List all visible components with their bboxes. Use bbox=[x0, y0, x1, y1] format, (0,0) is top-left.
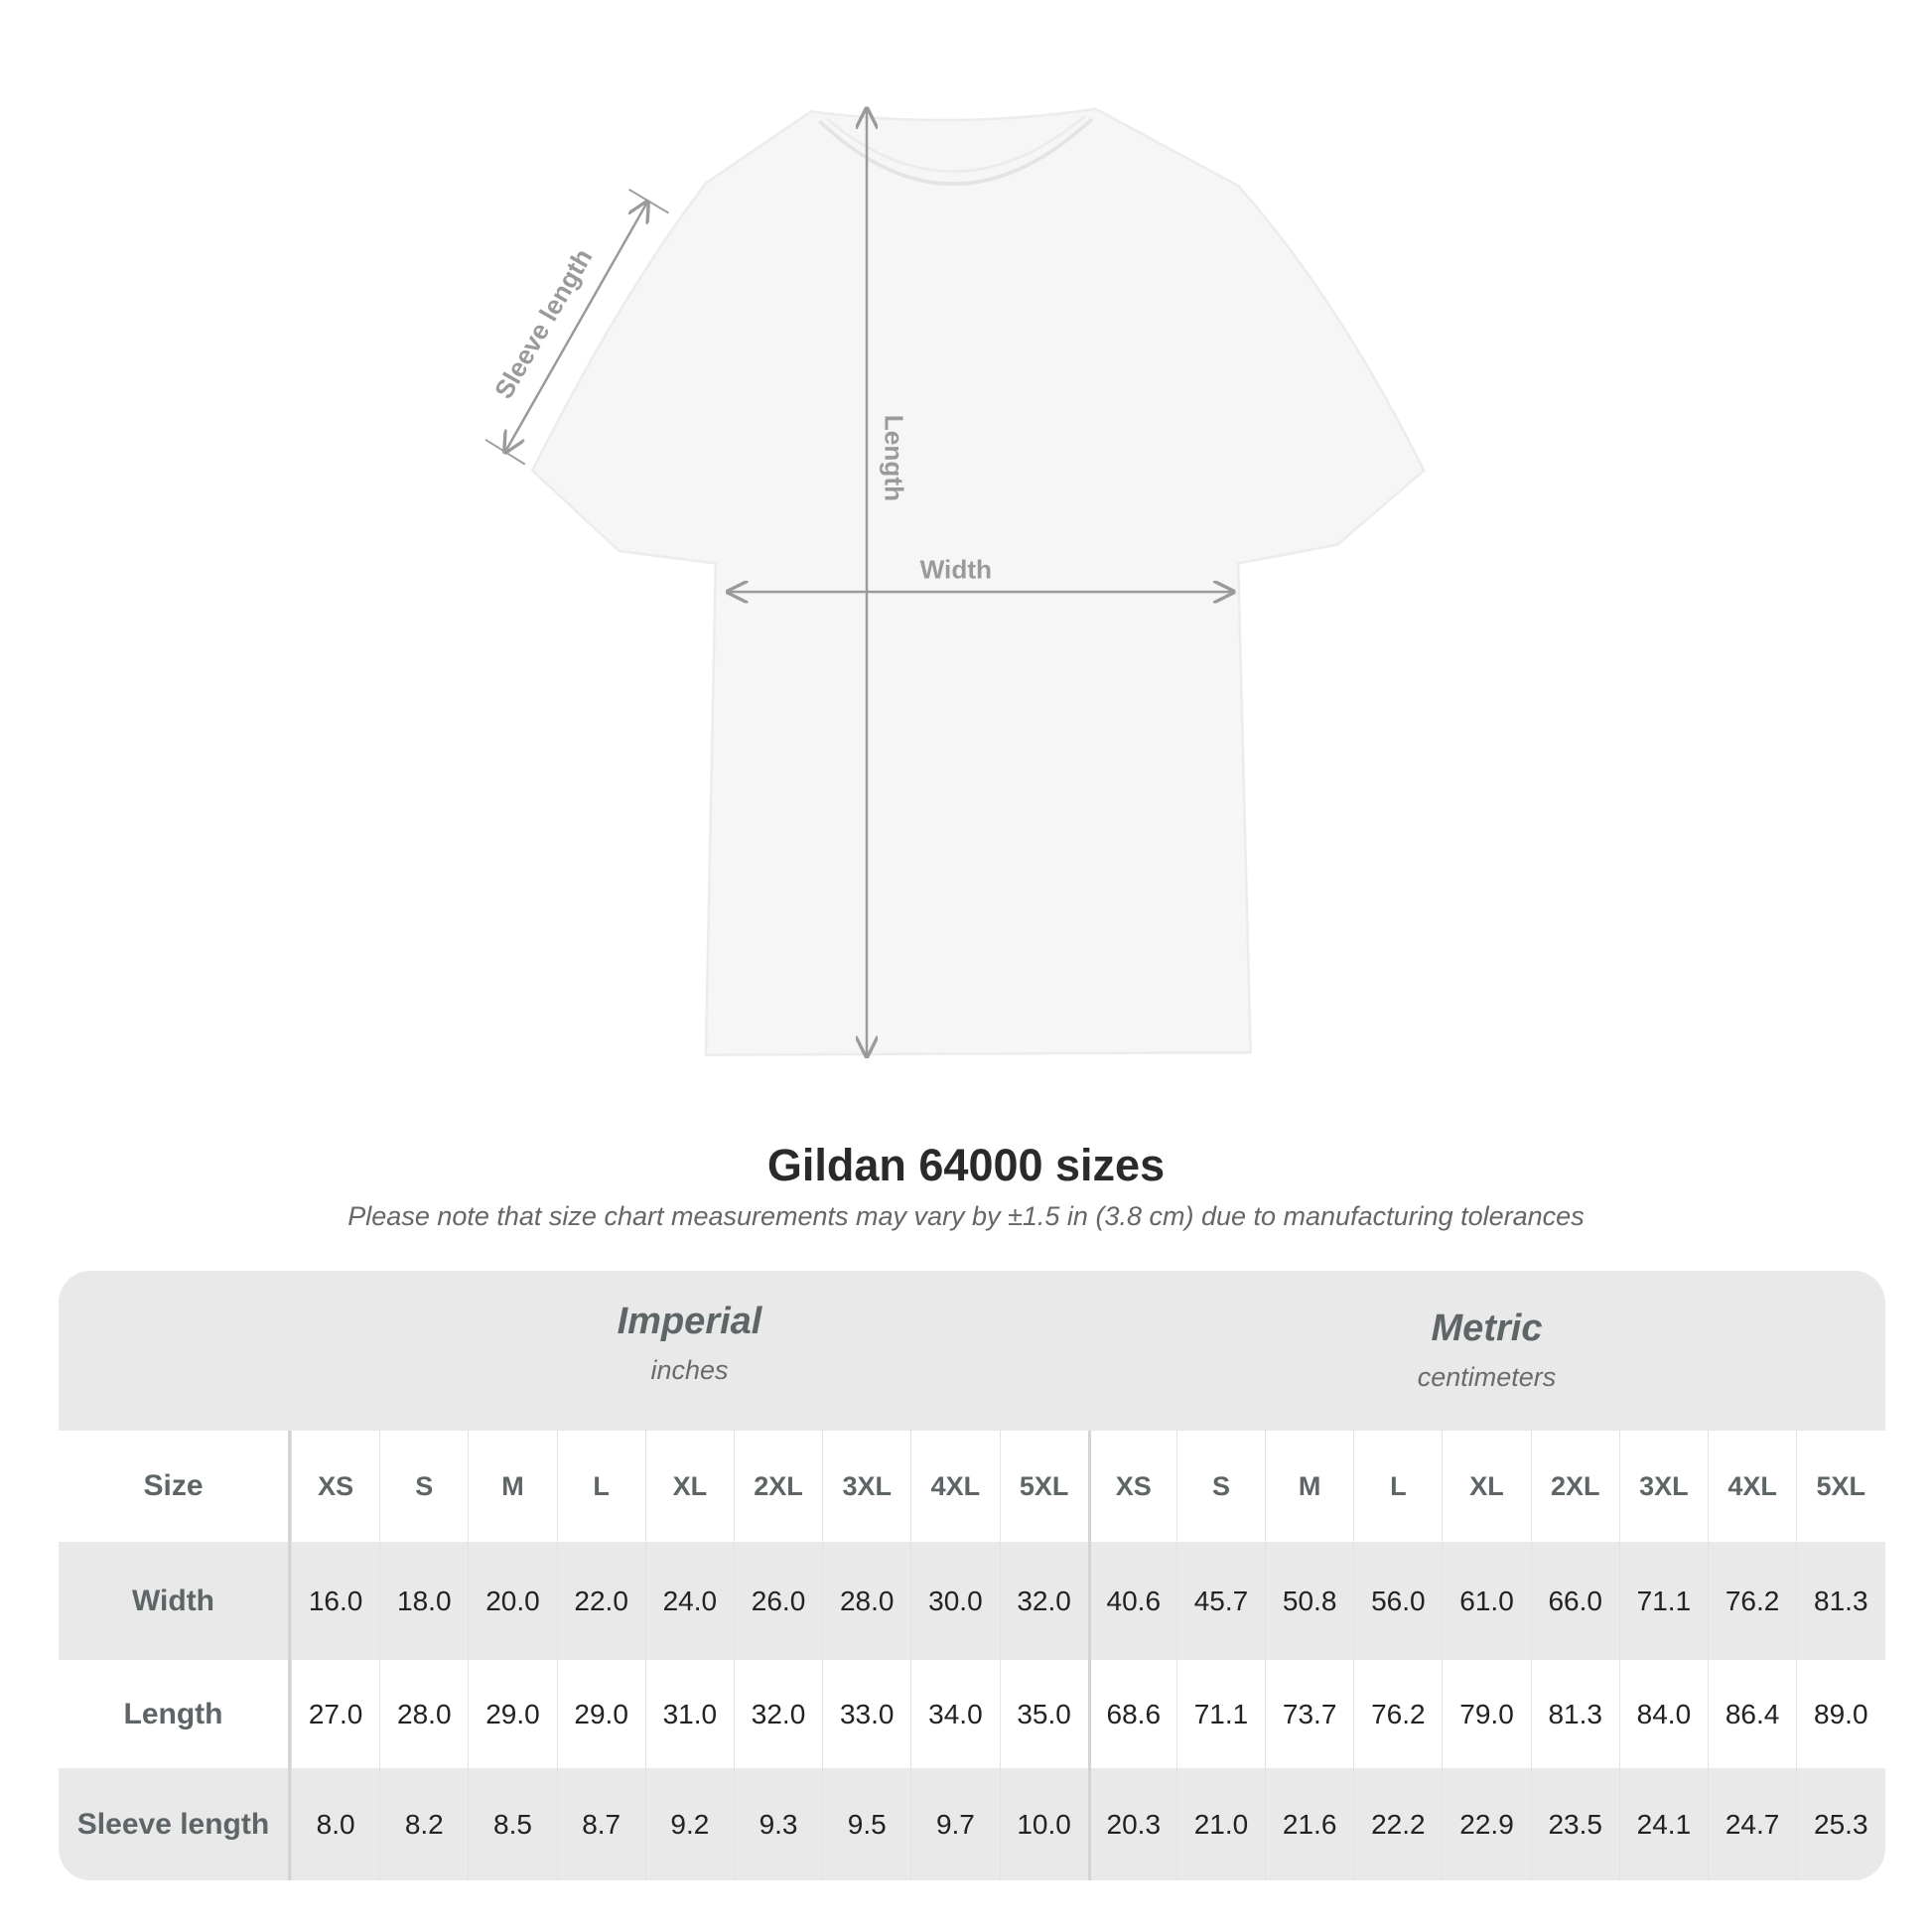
metric-size-5XL: 5XL bbox=[1796, 1431, 1884, 1542]
metric-size-2XL: 2XL bbox=[1530, 1431, 1619, 1542]
imperial-value: 9.2 bbox=[644, 1768, 734, 1880]
imperial-value: 30.0 bbox=[910, 1542, 999, 1660]
table-row: Length 27.0 28.0 29.0 29.0 31.0 32.0 33.0 34.0 35… bbox=[59, 1660, 1885, 1768]
metric-value: 81.3 bbox=[1530, 1660, 1619, 1768]
row-label: Sleeve length bbox=[59, 1768, 291, 1880]
metric-value: 24.1 bbox=[1618, 1768, 1708, 1880]
metric-value: 23.5 bbox=[1530, 1768, 1619, 1880]
metric-header: Metric centimeters bbox=[1088, 1308, 1885, 1393]
metric-value: 22.9 bbox=[1442, 1768, 1530, 1880]
imperial-value: 29.0 bbox=[556, 1660, 645, 1768]
row-label: Width bbox=[59, 1542, 291, 1660]
imperial-value: 8.0 bbox=[291, 1768, 379, 1880]
imperial-value: 10.0 bbox=[999, 1768, 1088, 1880]
metric-value: 76.2 bbox=[1353, 1660, 1442, 1768]
imperial-value: 28.0 bbox=[822, 1542, 910, 1660]
page-title: Gildan 64000 sizes bbox=[766, 1140, 1166, 1190]
imperial-value: 29.0 bbox=[468, 1660, 556, 1768]
imperial-value: 31.0 bbox=[644, 1660, 734, 1768]
metric-size-3XL: 3XL bbox=[1618, 1431, 1708, 1542]
metric-value: 71.1 bbox=[1175, 1660, 1265, 1768]
metric-size-4XL: 4XL bbox=[1708, 1431, 1796, 1542]
imperial-size-2XL: 2XL bbox=[733, 1431, 822, 1542]
imperial-unit: inches bbox=[650, 1355, 729, 1385]
metric-size-M: M bbox=[1265, 1431, 1353, 1542]
metric-value: 20.3 bbox=[1087, 1768, 1176, 1880]
imperial-value: 24.0 bbox=[644, 1542, 734, 1660]
metric-value: 89.0 bbox=[1796, 1660, 1884, 1768]
imperial-value: 35.0 bbox=[999, 1660, 1088, 1768]
imperial-value: 33.0 bbox=[822, 1660, 910, 1768]
sleeve-arrow bbox=[505, 202, 647, 452]
imperial-size-M: M bbox=[468, 1431, 556, 1542]
imperial-value: 18.0 bbox=[379, 1542, 468, 1660]
width-label: Width bbox=[920, 554, 992, 584]
imperial-value: 9.5 bbox=[822, 1768, 910, 1880]
table-row: Width 16.0 18.0 20.0 22.0 24.0 26.0 28.0 30.0 32.… bbox=[59, 1542, 1885, 1660]
metric-size-XL: XL bbox=[1442, 1431, 1530, 1542]
size-table: Imperial inches Metric centimeters Size X… bbox=[59, 1271, 1885, 1880]
imperial-value: 32.0 bbox=[999, 1542, 1088, 1660]
metric-value: 68.6 bbox=[1087, 1660, 1176, 1768]
imperial-value: 9.3 bbox=[733, 1768, 822, 1880]
metric-value: 21.0 bbox=[1175, 1768, 1265, 1880]
imperial-value: 22.0 bbox=[556, 1542, 645, 1660]
metric-value: 86.4 bbox=[1708, 1660, 1796, 1768]
imperial-value: 32.0 bbox=[733, 1660, 822, 1768]
imperial-size-3XL: 3XL bbox=[822, 1431, 910, 1542]
imperial-size-XL: XL bbox=[644, 1431, 734, 1542]
imperial-size-XS: XS bbox=[291, 1431, 379, 1542]
size-label: Size bbox=[59, 1431, 291, 1542]
imperial-value: 28.0 bbox=[379, 1660, 468, 1768]
imperial-size-S: S bbox=[379, 1431, 468, 1542]
metric-value: 66.0 bbox=[1530, 1542, 1619, 1660]
metric-value: 61.0 bbox=[1442, 1542, 1530, 1660]
imperial-value: 8.5 bbox=[468, 1768, 556, 1880]
table-row: Sleeve length 8.0 8.2 8.5 8.7 9.2 9.3 9.5 9.7 10.… bbox=[59, 1768, 1885, 1880]
metric-value: 24.7 bbox=[1708, 1768, 1796, 1880]
metric-value: 25.3 bbox=[1796, 1768, 1884, 1880]
imperial-header: Imperial inches bbox=[291, 1301, 1088, 1386]
metric-value: 73.7 bbox=[1265, 1660, 1353, 1768]
size-header-row: Size XS S M L XL 2XL 3XL 4XL 5XL XS S M L XL 2XL 3XL 4XL 5… bbox=[59, 1431, 1885, 1542]
metric-value: 40.6 bbox=[1087, 1542, 1176, 1660]
imperial-value: 20.0 bbox=[468, 1542, 556, 1660]
metric-value: 56.0 bbox=[1353, 1542, 1442, 1660]
metric-value: 81.3 bbox=[1796, 1542, 1884, 1660]
imperial-value: 8.7 bbox=[556, 1768, 645, 1880]
metric-size-S: S bbox=[1175, 1431, 1265, 1542]
imperial-size-5XL: 5XL bbox=[999, 1431, 1088, 1542]
row-label: Length bbox=[59, 1660, 291, 1768]
metric-value: 84.0 bbox=[1618, 1660, 1708, 1768]
metric-value: 79.0 bbox=[1442, 1660, 1530, 1768]
metric-size-L: L bbox=[1353, 1431, 1442, 1542]
metric-value: 21.6 bbox=[1265, 1768, 1353, 1880]
metric-size-XS: XS bbox=[1087, 1431, 1176, 1542]
metric-value: 22.2 bbox=[1353, 1768, 1442, 1880]
metric-value: 76.2 bbox=[1708, 1542, 1796, 1660]
imperial-value: 26.0 bbox=[733, 1542, 822, 1660]
imperial-value: 34.0 bbox=[910, 1660, 999, 1768]
length-label: Length bbox=[880, 415, 909, 501]
metric-value: 50.8 bbox=[1265, 1542, 1353, 1660]
metric-value: 45.7 bbox=[1175, 1542, 1265, 1660]
tolerance-note: Please note that size chart measurements… bbox=[347, 1201, 1585, 1231]
imperial-value: 16.0 bbox=[291, 1542, 379, 1660]
imperial-value: 8.2 bbox=[379, 1768, 468, 1880]
metric-unit: centimeters bbox=[1417, 1362, 1557, 1392]
imperial-title: Imperial bbox=[617, 1301, 762, 1342]
metric-value: 71.1 bbox=[1618, 1542, 1708, 1660]
imperial-size-L: L bbox=[556, 1431, 645, 1542]
imperial-value: 9.7 bbox=[910, 1768, 999, 1880]
tshirt-diagram: Sleeve length Length Width bbox=[484, 0, 1426, 1092]
metric-title: Metric bbox=[1431, 1308, 1543, 1349]
imperial-size-4XL: 4XL bbox=[910, 1431, 999, 1542]
imperial-value: 27.0 bbox=[291, 1660, 379, 1768]
